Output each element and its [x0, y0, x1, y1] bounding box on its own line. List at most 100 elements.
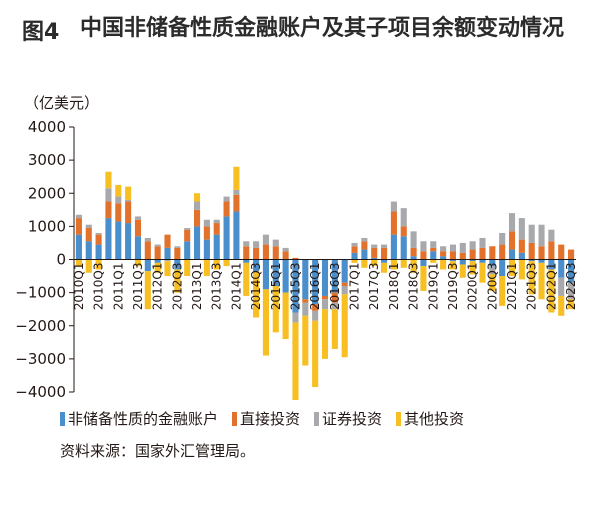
bar-segment-financial-account [164, 247, 171, 260]
bar-segment-financial-account [85, 241, 92, 260]
bar-segment-securities-investment [459, 242, 466, 253]
bar-segment-securities-investment [331, 302, 338, 310]
bar-segment-other-investment [213, 259, 220, 270]
bar-segment-direct-investment [390, 211, 397, 235]
bar-segment-securities-investment [85, 224, 92, 229]
y-tick-label: −1000 [15, 284, 66, 302]
x-tick-label: 2019Q1 [426, 263, 440, 311]
bar-segment-financial-account [331, 259, 338, 293]
bar-segment-securities-investment [184, 228, 191, 230]
bar-segment-other-investment [469, 261, 476, 275]
legend-label-financial-account: 非储备性质的金融账户 [68, 410, 219, 428]
x-tick-label: 2012Q3 [170, 263, 184, 311]
x-tick-label: 2021Q1 [505, 263, 519, 311]
bar-segment-securities-investment [508, 213, 516, 232]
bar-segment-securities-investment [302, 302, 309, 316]
bar-segment-direct-investment [272, 246, 279, 260]
x-tick-label: 2011Q3 [131, 263, 145, 311]
bar-segment-securities-investment [233, 189, 240, 195]
bar-segment-direct-investment [449, 251, 457, 260]
bar-segment-financial-account [115, 221, 122, 260]
legend-item-securities-investment: 证券投资 [314, 408, 382, 429]
bar-segment-direct-investment [440, 251, 447, 257]
y-tick-label: −2000 [15, 317, 66, 335]
bar-segment-securities-investment [469, 241, 476, 250]
bar-segment-financial-account [558, 259, 565, 278]
bar-segment-other-investment [184, 259, 191, 277]
bar-segment-securities-investment [115, 196, 122, 204]
x-tick-label: 2016Q1 [308, 263, 322, 311]
bar-segment-securities-investment [420, 241, 427, 252]
legend-swatch-other-investment [396, 411, 402, 426]
bar-segment-securities-investment [282, 247, 289, 252]
bar-segment-financial-account [243, 259, 250, 263]
legend-label-direct-investment: 直接投资 [240, 410, 301, 428]
bar-segment-other-investment [390, 259, 397, 270]
chart-legend: 非储备性质的金融账户 直接投资 证券投资 其他投资 [60, 408, 464, 429]
bar-segment-other-investment [223, 259, 230, 267]
bar-segment-direct-investment [193, 209, 201, 227]
legend-swatch-direct-investment [232, 411, 238, 426]
bar-segment-securities-investment [361, 237, 368, 242]
bar-segment-direct-investment [95, 234, 102, 245]
bar-segment-direct-investment [558, 244, 565, 260]
bar-segment-securities-investment [134, 216, 142, 220]
bar-segment-financial-account [469, 259, 476, 262]
x-tick-label: 2017Q3 [367, 263, 381, 311]
bar-segment-securities-investment [558, 277, 565, 296]
bar-segment-other-investment [430, 259, 437, 263]
bar-segment-securities-investment [538, 224, 545, 247]
y-tick-label: 1000 [28, 217, 66, 235]
legend-item-other-investment: 其他投资 [396, 408, 464, 429]
bar-segment-other-investment [420, 266, 427, 291]
bar-segment-securities-investment [253, 241, 260, 248]
bar-segment-securities-investment [312, 310, 319, 321]
bar-segment-financial-account [538, 259, 545, 263]
bar-segment-other-investment [312, 320, 319, 388]
bar-segment-direct-investment [400, 226, 407, 237]
bar-segment-other-investment [262, 289, 269, 356]
bar-segment-securities-investment [548, 229, 555, 242]
bar-segment-securities-investment [105, 188, 112, 202]
bar-segment-direct-investment [321, 295, 329, 300]
bar-segment-securities-investment [479, 237, 486, 248]
x-tick-label: 2019Q3 [446, 263, 460, 311]
legend-swatch-financial-account [60, 411, 65, 426]
y-tick-label: 0 [56, 251, 66, 269]
bar-segment-securities-investment [351, 242, 358, 247]
bar-segment-other-investment [410, 259, 417, 273]
y-tick-label: 2000 [28, 184, 66, 202]
bar-segment-financial-account [420, 259, 427, 267]
bar-segment-securities-investment [381, 244, 388, 248]
bar-segment-other-investment [154, 262, 161, 273]
y-tick-label: −3000 [15, 350, 66, 368]
bar-segment-securities-investment [292, 312, 299, 323]
bar-segment-other-investment [134, 259, 142, 267]
bar-segment-financial-account [499, 259, 506, 277]
bar-segment-financial-account [351, 252, 358, 260]
bar-segment-other-investment [538, 262, 545, 300]
bar-segment-financial-account [134, 236, 142, 260]
bar-segment-direct-investment [144, 241, 151, 260]
bar-segment-securities-investment [243, 241, 250, 247]
bar-segment-direct-investment [351, 246, 358, 253]
bar-segment-securities-investment [410, 231, 417, 248]
bar-segment-other-investment [253, 271, 260, 318]
x-tick-label: 2020Q1 [466, 263, 480, 311]
bar-segment-financial-account [381, 259, 388, 263]
bar-segment-financial-account [430, 251, 437, 260]
bar-segment-financial-account [223, 216, 230, 260]
bar-segment-financial-account [568, 259, 575, 283]
bar-segment-direct-investment [528, 242, 535, 260]
bar-segment-financial-account [253, 259, 260, 272]
bar-segment-other-investment [75, 259, 82, 267]
bar-segment-securities-investment [400, 208, 407, 227]
bar-segment-direct-investment [568, 249, 575, 260]
x-tick-label: 2014Q3 [249, 263, 263, 311]
bar-segment-securities-investment [223, 196, 230, 202]
bar-segment-direct-investment [371, 247, 378, 258]
bar-segment-other-investment [361, 259, 368, 268]
x-tick-label: 2018Q1 [387, 263, 401, 311]
bar-segment-financial-account [75, 234, 82, 260]
bar-segment-other-investment [243, 262, 250, 296]
